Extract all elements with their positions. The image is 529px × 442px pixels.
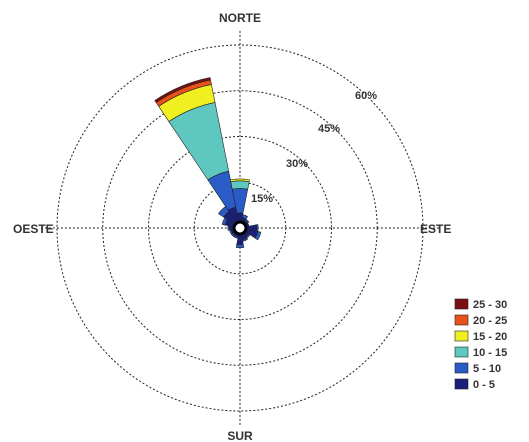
east-label: ESTE: [420, 222, 451, 236]
west-label: OESTE: [13, 222, 54, 236]
petal-45-band-1: [244, 218, 250, 224]
center-circle: [232, 220, 248, 236]
ring-label-60: 60%: [355, 90, 377, 102]
ring-label-30: 30%: [286, 158, 308, 170]
south-label: SUR: [227, 429, 253, 442]
legend-label-1: 20 - 25: [473, 315, 507, 327]
petal-270-band-1: [227, 225, 230, 231]
legend-swatch-1: [454, 314, 469, 326]
petal-90-band-1: [256, 224, 259, 232]
petal-315-band-1: [218, 206, 230, 218]
ring-label-45: 45%: [318, 123, 340, 135]
petal-0-band-3: [230, 178, 250, 183]
center-marker: [232, 220, 248, 236]
legend-label-5: 0 - 5: [473, 379, 495, 391]
legend-label-3: 10 - 15: [473, 347, 507, 359]
legend-label-0: 25 - 30: [473, 299, 507, 311]
ring-60: [56, 44, 424, 412]
legend-swatch-4: [454, 362, 469, 374]
ring-label-15: 15%: [251, 193, 273, 205]
legend-label-2: 15 - 20: [473, 331, 507, 343]
legend: 25 - 30 20 - 25 15 - 20 10 - 15 5 - 10 0 - 5: [454, 298, 507, 391]
petals: [154, 77, 262, 249]
petal-22.5-band-1: [241, 214, 249, 220]
legend-swatch-0: [454, 298, 469, 310]
legend-label-4: 5 - 10: [473, 363, 501, 375]
petal-0-band-2: [230, 180, 250, 190]
legend-swatch-2: [454, 330, 469, 342]
petal-337.5-band-5: [154, 77, 211, 103]
petal-112.5-band-1: [254, 231, 262, 241]
north-label: NORTE: [219, 11, 261, 25]
ring-30: [148, 136, 332, 320]
legend-swatch-5: [454, 378, 469, 390]
petal-180-band-1: [235, 244, 245, 249]
legend-swatch-3: [454, 346, 469, 358]
